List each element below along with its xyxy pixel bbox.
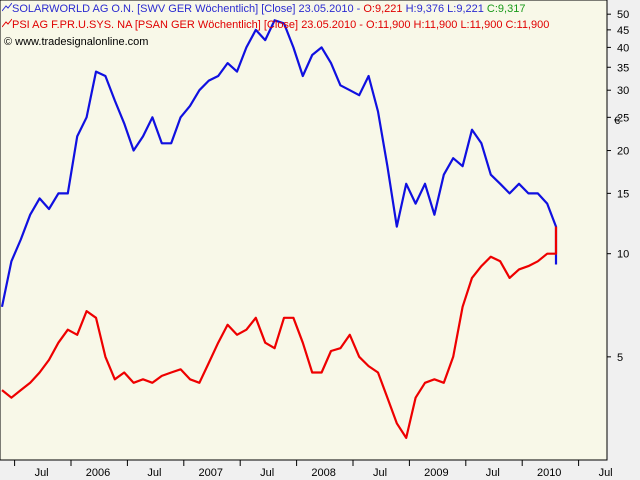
y-tick-label: 35 bbox=[617, 62, 629, 74]
legend-field: [Close] bbox=[263, 19, 299, 31]
y-axis: 5 10 15 20 25 30 35 40 45 50 bbox=[607, 9, 629, 364]
legend-item-psi: PSI AG F.PR.U.SYS. NA [PSAN GER Wöchentl… bbox=[1, 18, 550, 31]
legend-field: [Close] bbox=[261, 3, 296, 15]
x-tick-label: 2009 bbox=[424, 467, 448, 479]
currency-label: € bbox=[614, 115, 620, 127]
x-tick-label: 2006 bbox=[86, 467, 110, 479]
legend-name: SOLARWORLD AG O.N. [SWV GER Wöchentlich] bbox=[12, 3, 259, 15]
y-tick-label: 40 bbox=[617, 42, 629, 54]
line-chart-icon bbox=[1, 18, 13, 31]
x-tick-label: Jul bbox=[260, 467, 274, 479]
legend-item-solarworld: SOLARWORLD AG O.N. [SWV GER Wöchentlich]… bbox=[1, 2, 526, 15]
y-tick-label: 45 bbox=[617, 25, 629, 37]
legend-open: O:9,221 bbox=[363, 3, 403, 15]
x-axis: Jul 2006 Jul 2007 Jul 2008 Jul 2009 Jul 2010 Jul bbox=[14, 460, 613, 479]
y-tick-label: 30 bbox=[617, 85, 629, 97]
plot-area bbox=[0, 0, 608, 461]
legend-low: L:11,900 bbox=[460, 19, 503, 31]
x-tick-label: 2010 bbox=[537, 467, 561, 479]
series-line-solarworld bbox=[0, 19, 558, 308]
line-chart-icon bbox=[1, 2, 13, 15]
y-tick-label: 15 bbox=[617, 188, 629, 200]
y-tick-label: 10 bbox=[617, 249, 629, 261]
x-tick-label: Jul bbox=[373, 467, 387, 479]
legend-high: H:11,900 bbox=[413, 19, 458, 31]
x-tick-label: Jul bbox=[35, 467, 49, 479]
y-tick-label: 20 bbox=[617, 146, 629, 158]
x-tick-label: 2007 bbox=[199, 467, 223, 479]
x-tick-label: 2008 bbox=[311, 467, 335, 479]
legend-close: C:9,317 bbox=[486, 3, 526, 15]
y-tick-label: 50 bbox=[617, 9, 629, 21]
legend-high: H:9,376 bbox=[405, 3, 445, 15]
legend-low: L:9,221 bbox=[447, 3, 484, 15]
series-line-psi bbox=[1, 226, 558, 439]
x-tick-label: Jul bbox=[486, 467, 500, 479]
legend-date: 23.05.2010 bbox=[301, 19, 357, 31]
legend-close: C:11,900 bbox=[505, 19, 550, 31]
legend-date: 23.05.2010 bbox=[298, 3, 354, 15]
copyright-text: © www.tradesignalonline.com bbox=[4, 36, 149, 48]
x-tick-label: Jul bbox=[147, 467, 161, 479]
series-layer bbox=[0, 19, 558, 439]
legend-name: PSI AG F.PR.U.SYS. NA [PSAN GER Wöchentl… bbox=[12, 19, 261, 31]
y-tick-label: 25 bbox=[617, 112, 629, 124]
y-tick-label: 5 bbox=[617, 352, 623, 364]
x-tick-label: Jul bbox=[599, 467, 613, 479]
legend-open: O:11,900 bbox=[366, 19, 411, 31]
